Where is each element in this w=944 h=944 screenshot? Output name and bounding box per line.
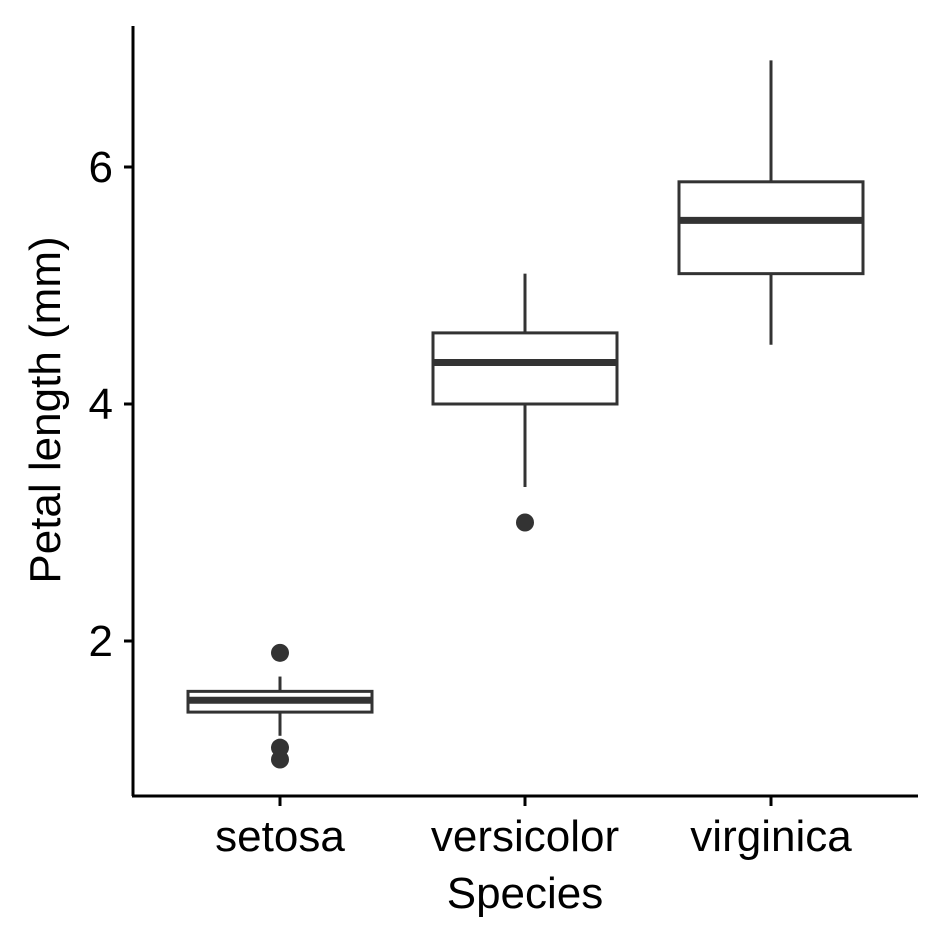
iqr-box <box>431 331 619 406</box>
iqr-box <box>677 180 865 276</box>
box-virginica <box>677 60 865 345</box>
x-tick-label-setosa: setosa <box>215 812 345 861</box>
box-setosa <box>186 643 374 769</box>
box-versicolor <box>431 273 619 532</box>
y-axis-title: Petal length (mm) <box>21 236 70 583</box>
y-tick-label: 2 <box>89 617 113 666</box>
plot-area <box>186 60 865 769</box>
y-tick-label: 6 <box>89 143 113 192</box>
outlier-point <box>271 750 289 769</box>
x-axis-title: Species <box>447 869 604 918</box>
outlier-point <box>516 513 534 532</box>
outlier-point <box>271 643 289 662</box>
ticks: 2 4 6 setosa versicolor virginica <box>89 143 853 861</box>
x-tick-label-versicolor: versicolor <box>431 812 619 861</box>
x-tick-label-virginica: virginica <box>690 812 852 861</box>
y-tick-label: 4 <box>89 380 113 429</box>
